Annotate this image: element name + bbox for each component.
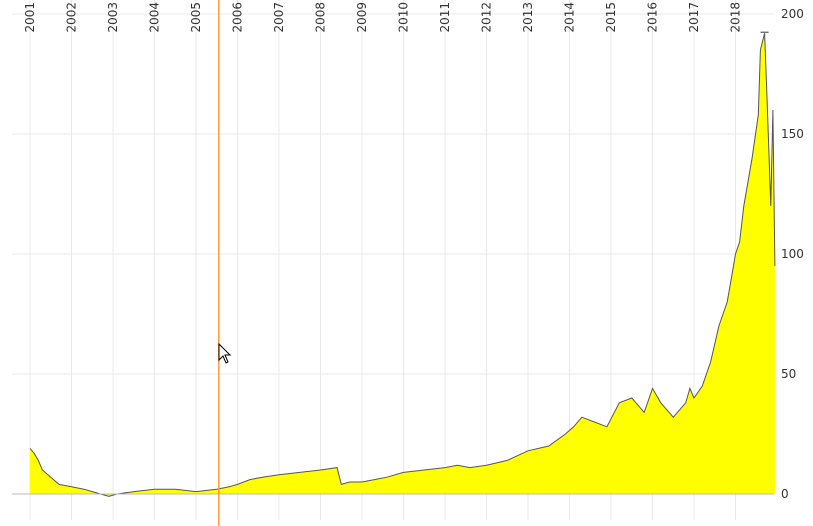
- x-tick-label: 2010: [397, 2, 411, 33]
- x-tick-label: 2013: [521, 2, 535, 33]
- x-tick-label: 2002: [65, 2, 79, 33]
- x-tick-label: 2011: [438, 2, 452, 33]
- y-axis-ticks: 0 50 100 150 200: [781, 7, 804, 501]
- y-tick-label: 200: [781, 7, 804, 21]
- x-tick-label: 2006: [231, 2, 245, 33]
- y-tick-label: 150: [781, 127, 804, 141]
- y-tick-label: 100: [781, 247, 804, 261]
- x-axis-ticks: 2001 2002 2003 2004 2005 2006 2007 2008 2009 2010…: [23, 2, 743, 33]
- x-tick-label: 2003: [106, 2, 120, 33]
- x-tick-label: 2001: [23, 2, 37, 33]
- x-tick-label: 2017: [687, 2, 701, 33]
- x-tick-label: 2014: [563, 2, 577, 33]
- x-tick-label: 2004: [148, 2, 162, 33]
- x-tick-label: 2005: [189, 2, 203, 33]
- x-tick-label: 2015: [604, 2, 618, 33]
- x-tick-label: 2009: [355, 2, 369, 33]
- x-tick-label: 2012: [480, 2, 494, 33]
- price-line: [29, 33, 776, 497]
- x-tick-label: 2018: [729, 2, 743, 33]
- price-area: [30, 33, 775, 497]
- y-tick-label: 0: [781, 487, 789, 501]
- x-tick-label: 2016: [646, 2, 660, 33]
- x-tick-label: 2008: [314, 2, 328, 33]
- y-tick-label: 50: [781, 367, 796, 381]
- mouse-cursor-icon: [218, 343, 232, 364]
- x-tick-label: 2007: [272, 2, 286, 33]
